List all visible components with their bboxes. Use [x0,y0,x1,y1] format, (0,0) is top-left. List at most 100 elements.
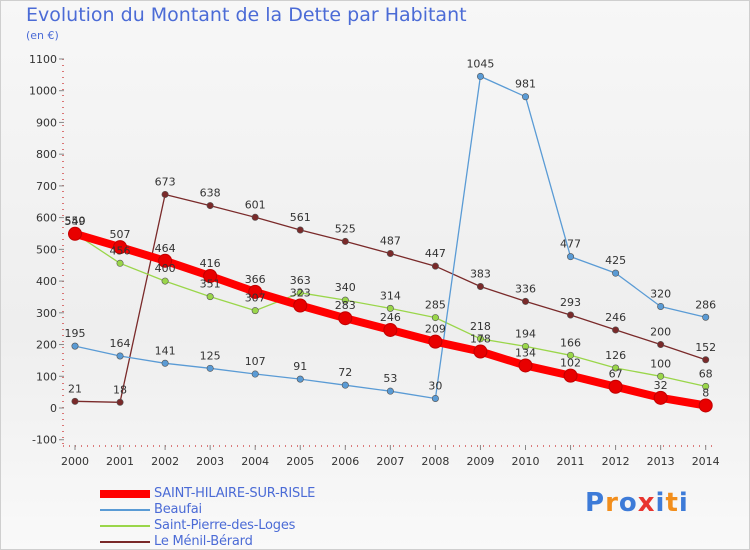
data-label-beaufai: 981 [515,78,536,91]
y-tick-label: 600 [36,212,57,225]
data-label-saint-pierre-des-loges: 100 [650,357,671,370]
data-label-beaufai: 91 [293,360,307,373]
data-label-saint-pierre-des-loges: 400 [155,262,176,275]
point-saint-pierre-des-loges [567,351,575,359]
x-tick-label: 2009 [466,455,494,468]
point-saint-pierre-des-loges [386,304,394,312]
point-le-menil-berard [612,326,620,334]
x-tick-label: 2002 [151,455,179,468]
point-saint-pierre-des-loges [206,293,214,301]
point-beaufai [116,352,124,360]
legend-item-beaufai: Beaufai [100,502,420,518]
data-label-le-menil-berard: 447 [425,247,446,260]
point-saint-pierre-des-loges [161,277,169,285]
data-label-saint-pierre-des-loges: 307 [245,292,266,305]
point-beaufai [476,72,484,80]
legend-item-saint-pierre-des-loges: Saint-Pierre-des-Loges [100,518,420,534]
point-saint-hilaire-sur-risle [203,269,218,284]
x-tick-label: 2010 [512,455,540,468]
data-label-saint-hilaire-sur-risle: 102 [560,357,581,370]
x-tick-label: 2012 [602,455,630,468]
point-beaufai [71,342,79,350]
y-tick-label: 500 [36,243,57,256]
x-tick-label: 2008 [421,455,449,468]
y-tick-label: 100 [36,370,57,383]
data-label-saint-pierre-des-loges: 166 [560,336,581,349]
data-label-le-menil-berard: 246 [605,311,626,324]
data-label-le-menil-berard: 673 [155,175,176,188]
point-le-menil-berard [386,249,394,257]
legend-label: Beaufai [154,502,202,517]
point-le-menil-berard [431,262,439,270]
point-saint-pierre-des-loges [476,335,484,343]
legend-label: SAINT-HILAIRE-SUR-RISLE [154,486,316,501]
point-saint-pierre-des-loges [702,382,710,390]
data-label-le-menil-berard: 152 [695,341,716,354]
data-label-beaufai: 477 [560,238,581,251]
data-label-beaufai: 72 [338,366,352,379]
data-label-beaufai: 195 [65,327,86,340]
data-label-le-menil-berard: 601 [245,198,266,211]
data-label-saint-hilaire-sur-risle: 464 [155,242,176,255]
point-saint-hilaire-sur-risle [248,284,263,299]
y-tick-label: -100 [32,434,57,447]
y-tick-label: 1100 [29,53,57,66]
data-label-beaufai: 141 [155,344,176,357]
legend-swatch [100,541,150,543]
point-saint-hilaire-sur-risle [518,358,533,373]
legend-label: Le Ménil-Bérard [154,534,253,549]
data-label-saint-hilaire-sur-risle: 366 [245,273,266,286]
data-label-beaufai: 425 [605,254,626,267]
point-beaufai [161,359,169,367]
point-le-menil-berard [657,341,665,349]
legend: SAINT-HILAIRE-SUR-RISLE Beaufai Saint-Pier… [100,486,420,550]
point-saint-pierre-des-loges [296,289,304,297]
legend-item-le-menil-berard: Le Ménil-Bérard [100,534,420,550]
legend-item-saint-hilaire-sur-risle: SAINT-HILAIRE-SUR-RISLE [100,486,420,502]
point-beaufai [206,364,214,372]
data-label-saint-pierre-des-loges: 126 [605,349,626,362]
point-le-menil-berard [206,202,214,210]
point-le-menil-berard [341,237,349,245]
point-saint-hilaire-sur-risle [608,379,623,394]
data-label-saint-pierre-des-loges: 550 [65,214,86,227]
point-le-menil-berard [567,311,575,319]
data-label-beaufai: 53 [383,372,397,385]
x-tick-label: 2000 [61,455,89,468]
data-label-saint-pierre-des-loges: 68 [699,367,713,380]
data-label-saint-pierre-des-loges: 314 [380,289,401,302]
point-beaufai [612,269,620,277]
logo-letter: t [665,488,679,518]
point-beaufai [296,375,304,383]
point-beaufai [567,253,575,261]
point-saint-pierre-des-loges [341,296,349,304]
chart-title: Evolution du Montant de la Dette par Hab… [26,4,467,26]
point-beaufai [251,370,259,378]
data-label-saint-hilaire-sur-risle: 209 [425,323,446,336]
point-beaufai [341,381,349,389]
data-label-saint-hilaire-sur-risle: 549 [65,215,86,228]
logo-letter: r [605,488,619,518]
data-label-saint-pierre-des-loges: 456 [110,244,131,257]
x-tick-label: 2001 [106,455,134,468]
point-le-menil-berard [476,282,484,290]
x-tick-label: 2011 [557,455,585,468]
y-tick-label: 200 [36,339,57,352]
data-label-beaufai: 164 [110,337,131,350]
data-label-le-menil-berard: 383 [470,267,491,280]
data-label-saint-hilaire-sur-risle: 67 [609,368,623,381]
data-label-beaufai: 125 [200,349,221,362]
point-saint-pierre-des-loges [116,259,124,267]
point-saint-hilaire-sur-risle [698,398,713,413]
point-saint-pierre-des-loges [251,307,259,315]
y-tick-label: 800 [36,148,57,161]
x-tick-label: 2014 [692,455,720,468]
logo-letter: i [678,488,689,518]
data-label-saint-pierre-des-loges: 351 [200,278,221,291]
data-label-saint-hilaire-sur-risle: 8 [702,386,709,399]
point-saint-hilaire-sur-risle [68,226,82,241]
x-tick-label: 2003 [196,455,224,468]
legend-swatch [100,490,150,498]
data-label-beaufai: 1045 [466,57,494,70]
point-beaufai [521,93,529,101]
